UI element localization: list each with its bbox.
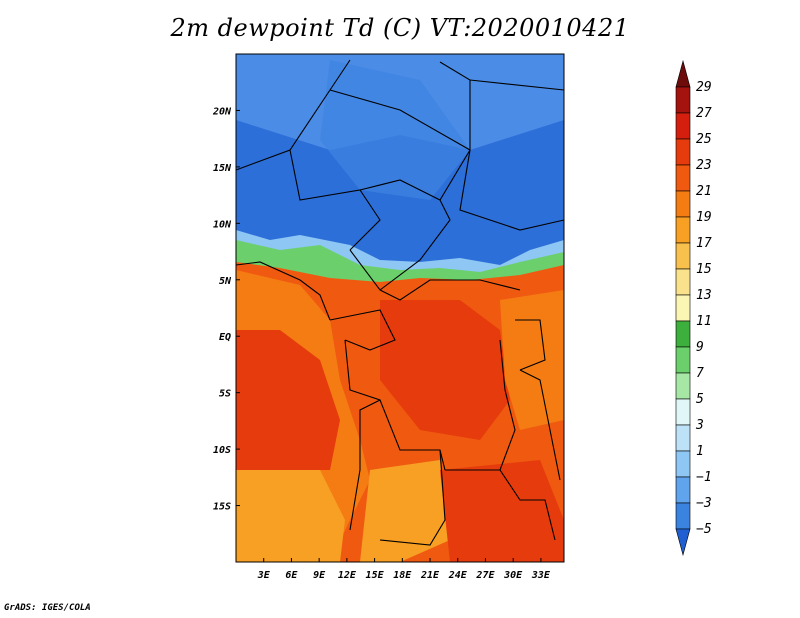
y-tick-label: 10N xyxy=(213,219,232,230)
chart-title: 2m dewpoint Td (C) VT:2020010421 xyxy=(170,14,630,42)
y-tick-label: 5S xyxy=(219,389,231,400)
colorbar-segment xyxy=(675,59,691,88)
colorbar-segment xyxy=(675,476,691,504)
colorbar-segment xyxy=(675,294,691,322)
y-tick-label: 15N xyxy=(213,163,232,174)
colorbar-label: 15 xyxy=(696,262,712,277)
colorbar-segment xyxy=(675,112,691,140)
colorbar-segment xyxy=(675,190,691,218)
dewpoint-field xyxy=(236,54,564,562)
axis-layer: 3E 6E 9E 12E 15E 18E 21E 24E 27E 30E 33E 20N 15N 10N 5… xyxy=(212,106,551,581)
colorbar-segment xyxy=(675,268,691,296)
colorbar-label: 7 xyxy=(696,366,704,381)
colorbar-segment xyxy=(675,346,691,374)
colorbar-segment xyxy=(675,86,691,114)
colorbar-segment xyxy=(675,216,691,244)
ocean-southwest xyxy=(236,470,345,562)
ocean-core xyxy=(236,330,340,470)
colorbar-label: 23 xyxy=(696,158,712,173)
colorbar-label: 19 xyxy=(696,210,712,225)
colorbar-label: 21 xyxy=(696,184,712,199)
colorbar-label: 3 xyxy=(695,418,704,433)
map-frame xyxy=(235,53,565,563)
x-tick-label: 6E xyxy=(285,570,298,581)
colorbar-segment xyxy=(675,320,691,348)
colorbar-label: 29 xyxy=(696,80,712,95)
y-tick-label: EQ xyxy=(219,332,231,343)
x-tick-label: 33E xyxy=(531,570,551,581)
colorbar-label: 5 xyxy=(696,392,704,407)
colorbar-segment xyxy=(675,164,691,192)
colorbar-segment xyxy=(675,398,691,426)
colorbar-segment xyxy=(675,242,691,270)
interior-wet xyxy=(380,300,510,440)
colorbar-segment xyxy=(675,372,691,400)
colorbar-label: 1 xyxy=(696,444,704,459)
x-tick-label: 18E xyxy=(393,570,412,581)
colorbar-label: 17 xyxy=(696,236,712,251)
dry-region-streak xyxy=(320,60,470,200)
y-tick-label: 10S xyxy=(213,445,231,456)
colorbar-segment xyxy=(675,424,691,452)
east-highlands xyxy=(500,290,564,430)
x-tick-label: 30E xyxy=(503,570,523,581)
x-tick-label: 27E xyxy=(475,570,495,581)
colorbar-label: 9 xyxy=(696,340,704,355)
colorbar-segment xyxy=(675,450,691,478)
colorbar-label: 27 xyxy=(696,106,712,121)
x-tick-label: 12E xyxy=(338,570,357,581)
colorbar-label: 25 xyxy=(696,132,712,147)
colorbar-label: 13 xyxy=(696,288,712,303)
colorbar-segment xyxy=(675,138,691,166)
x-tick-label: 9E xyxy=(313,570,326,581)
y-tick-label: 5N xyxy=(219,276,232,287)
y-tick-label: 20N xyxy=(212,106,232,117)
country-borders xyxy=(235,59,565,546)
southern-humid xyxy=(440,460,564,562)
x-tick-label: 15E xyxy=(366,570,385,581)
colorbar-label: −3 xyxy=(696,496,712,511)
colorbar-segment xyxy=(675,502,691,530)
x-tick-label: 21E xyxy=(420,570,440,581)
colorbar-label: 11 xyxy=(696,314,712,329)
southern-plateau xyxy=(360,460,450,562)
x-tick-label: 24E xyxy=(448,570,468,581)
colorbar: 29 27 25 23 21 19 17 15 13 11 9 7 5 3 1 −1 −3 −5 xyxy=(675,59,712,557)
colorbar-segment xyxy=(675,528,691,557)
colorbar-label: −5 xyxy=(696,522,712,537)
y-tick-label: 15S xyxy=(213,502,231,513)
x-tick-label: 3E xyxy=(257,570,271,581)
colorbar-label: −1 xyxy=(696,470,712,485)
footer-credit: GrADS: IGES/COLA xyxy=(4,603,91,613)
